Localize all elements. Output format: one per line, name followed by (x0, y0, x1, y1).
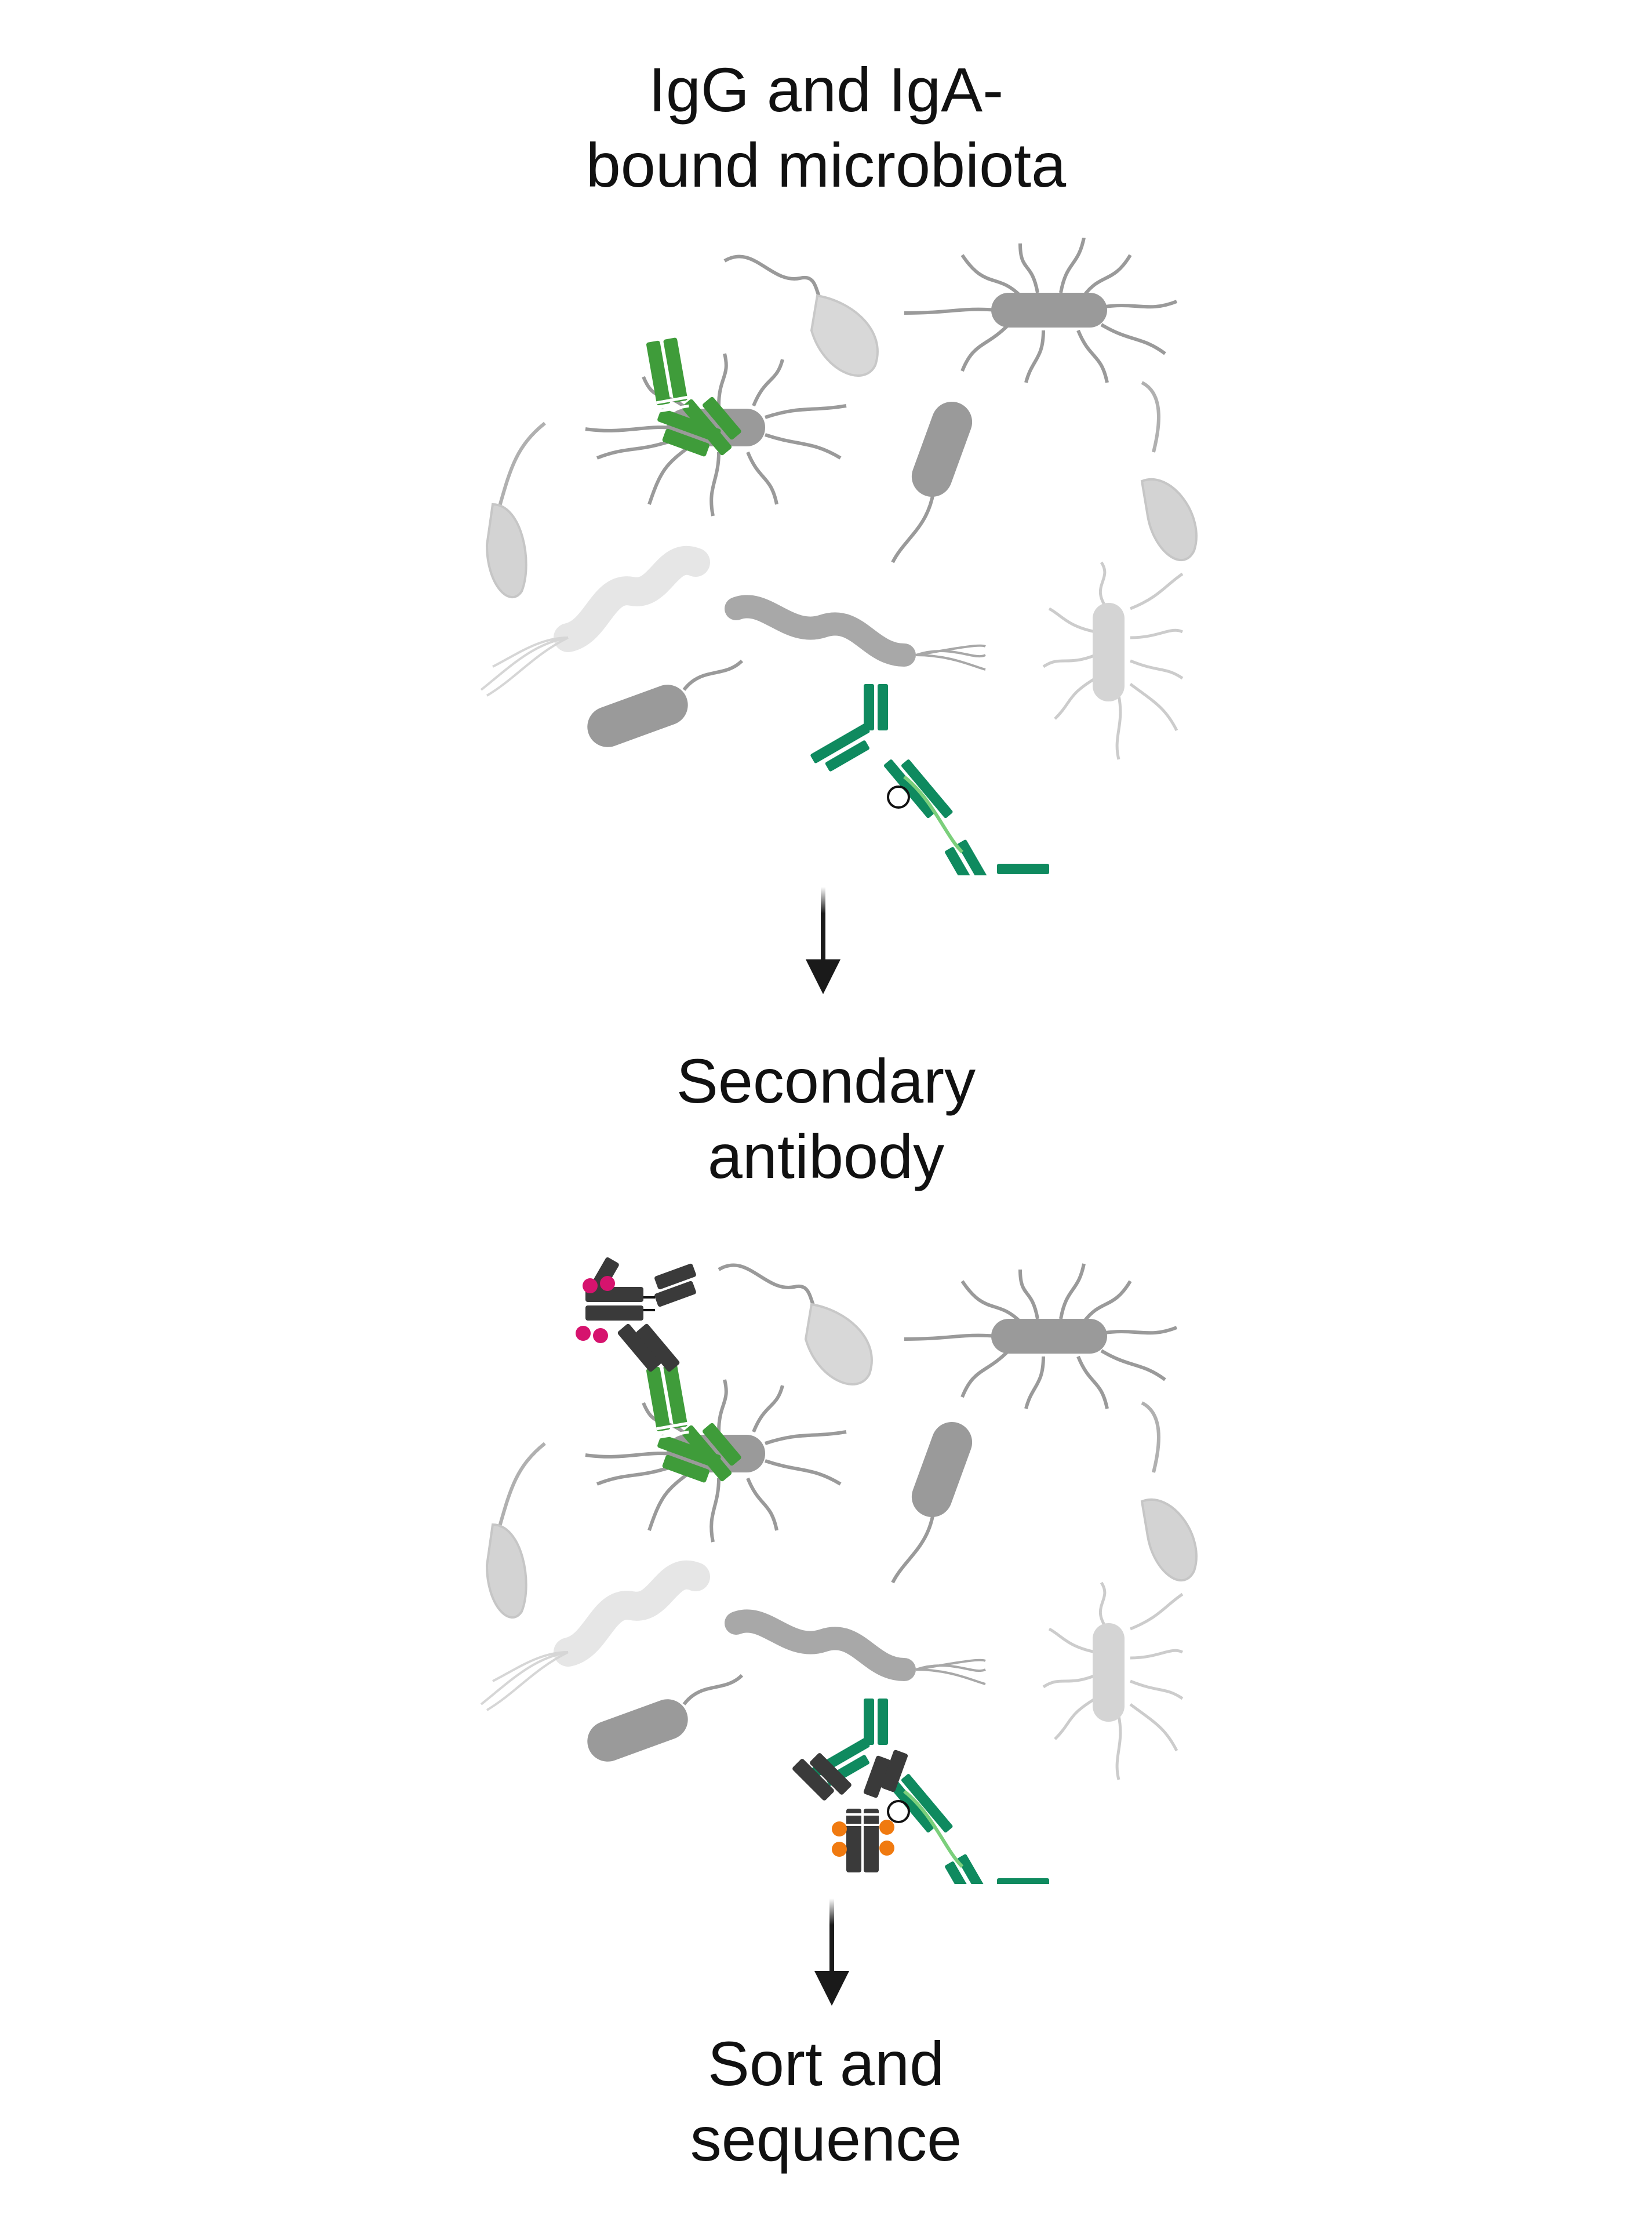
bacterium-icon (904, 1263, 1178, 1409)
step2-title-line1: Secondary (676, 1046, 976, 1116)
antibody-icon (646, 1363, 741, 1483)
microbiota-panel-secondary (480, 1257, 1198, 1884)
bacterium-icon (485, 1442, 546, 1619)
down-arrow-icon (806, 887, 840, 994)
bacterium-icon (904, 238, 1178, 383)
antibody-icon (646, 337, 741, 457)
bacterium-icon (725, 595, 986, 671)
bacterium-icon (485, 421, 546, 599)
antibody-icon (810, 684, 1049, 875)
step2-title: Secondary antibody (0, 1043, 1652, 1194)
bacterium-icon (587, 659, 744, 747)
step1-title: IgG and IgA- bound microbiota (0, 52, 1652, 203)
bacterium-icon (480, 1561, 710, 1711)
secondary-antibody-icon (585, 1257, 696, 1372)
fluorophore-icon (576, 1276, 615, 1343)
bacterium-icon (891, 1422, 973, 1584)
step1-title-line2: bound microbiota (585, 130, 1067, 200)
bacterium-icon (1140, 1401, 1198, 1582)
bacterium-icon (718, 1263, 873, 1385)
step2-title-line2: antibody (707, 1121, 945, 1191)
step3-title-line2: sequence (690, 2104, 962, 2174)
microbiota-panel-bound (480, 238, 1198, 875)
bacterium-icon (587, 1674, 744, 1762)
fluorophore-icon (832, 1820, 894, 1857)
step3-title: Sort and sequence (0, 2026, 1652, 2177)
bacterium-icon (1042, 1581, 1184, 1780)
bacterium-icon (1042, 561, 1184, 760)
secondary-antibody-icon (792, 1750, 908, 1872)
bacterium-icon (723, 254, 879, 377)
step3-title-line1: Sort and (707, 2028, 945, 2099)
down-arrow-icon (814, 1899, 849, 2006)
step1-title-line1: IgG and IgA- (648, 54, 1004, 125)
bacterium-icon (725, 1609, 986, 1685)
bacterium-icon (891, 402, 973, 563)
bacterium-icon (1140, 381, 1198, 562)
bacterium-icon (480, 546, 710, 697)
